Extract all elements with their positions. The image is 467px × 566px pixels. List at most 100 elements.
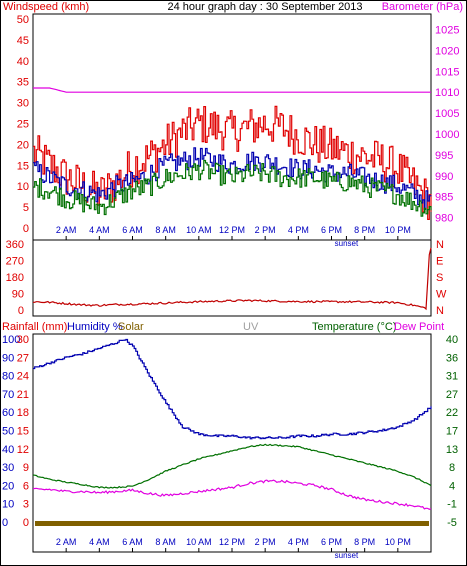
- temperature-y-tick-label: 36: [446, 352, 458, 364]
- humidity-y-tick-label: 50: [2, 426, 14, 438]
- wind-y-tick-label: 0: [23, 223, 29, 235]
- temp-x-label: 12 PM: [219, 537, 245, 547]
- wind-sunset-label: sunset: [335, 239, 359, 248]
- rainfall-y-tick-label: 12: [17, 444, 29, 456]
- panel-temp-frame: [32, 333, 432, 553]
- chart-title: 24 hour graph day : 30 September 2013: [167, 1, 362, 13]
- wind-x-label: 8 AM: [155, 225, 176, 235]
- rainfall-y-tick-label: 21: [17, 389, 29, 401]
- baro-y-tick-label: 1005: [435, 108, 459, 120]
- wind-x-label: 8 PM: [354, 225, 375, 235]
- wind-y-tick-label: 45: [17, 35, 29, 47]
- temp-x-label: 6 PM: [321, 537, 342, 547]
- humidity-y-tick-label: 30: [2, 462, 14, 474]
- baro-y-tick-label: 1020: [435, 45, 459, 57]
- rainfall-y-tick-label: 0: [23, 517, 29, 529]
- solar-legend: Solar: [118, 321, 144, 333]
- direction-y-tick-label: 180: [6, 272, 24, 284]
- series-rainfall-bar: [35, 521, 429, 526]
- direction-compass-label: E: [436, 256, 443, 268]
- series-gust-line: [33, 105, 432, 220]
- temp-x-label: 4 PM: [288, 537, 309, 547]
- temp-x-label: 8 AM: [155, 537, 176, 547]
- barometer-axis-label: Barometer (hPa): [382, 1, 463, 13]
- baro-y-tick-label: 1015: [435, 66, 459, 78]
- series-direction_avg-line: [33, 159, 432, 217]
- humidity-y-tick-label: 70: [2, 389, 14, 401]
- baro-y-tick-label: 1025: [435, 24, 459, 36]
- baro-y-tick-label: 995: [435, 150, 453, 162]
- baro-y-tick-label: 980: [435, 213, 453, 225]
- wind-x-label: 6 AM: [122, 225, 143, 235]
- wind-x-label: 4 AM: [89, 225, 110, 235]
- wind-x-label: 10 AM: [186, 225, 212, 235]
- humidity-y-tick-label: 10: [2, 499, 14, 511]
- temperature-y-tick-label: 22: [446, 407, 458, 419]
- temperature-y-tick-label: 8: [449, 462, 455, 474]
- wind-x-label: 10 PM: [385, 225, 411, 235]
- rainfall-y-tick-label: 18: [17, 407, 29, 419]
- direction-compass-label: N: [436, 305, 444, 317]
- direction-compass-label: S: [436, 272, 443, 284]
- series-temperature-line: [32, 443, 432, 489]
- temp-x-label: 10 AM: [186, 537, 212, 547]
- wind-x-label: 2 AM: [56, 225, 77, 235]
- humidity-y-tick-label: 100: [2, 334, 20, 346]
- humidity-y-tick-label: 0: [2, 517, 8, 529]
- series-dew_point-line: [32, 479, 432, 510]
- temp-x-label: 6 AM: [122, 537, 143, 547]
- humidity-y-tick-label: 40: [2, 444, 14, 456]
- baro-y-tick-label: 985: [435, 192, 453, 204]
- series-humidity-line: [33, 338, 432, 440]
- temperature-y-tick-label: -1: [447, 499, 457, 511]
- temp-x-label: 2 PM: [255, 537, 276, 547]
- windspeed-axis-label: Windspeed (kmh): [3, 1, 89, 13]
- wind-x-label: 4 PM: [288, 225, 309, 235]
- direction-y-tick-label: 270: [6, 256, 24, 268]
- humidity-y-tick-label: 90: [2, 352, 14, 364]
- temp-x-label: 2 AM: [56, 537, 77, 547]
- wind-y-tick-label: 5: [23, 202, 29, 214]
- wind-x-label: 12 PM: [219, 225, 245, 235]
- wind-y-tick-label: 20: [17, 139, 29, 151]
- wind-x-label: 2 PM: [255, 225, 276, 235]
- baro-y-tick-label: 1010: [435, 87, 459, 99]
- temp-sunset-label: sunset: [335, 551, 359, 560]
- humidity-y-tick-label: 60: [2, 407, 14, 419]
- rainfall-legend: Rainfall (mm): [2, 321, 67, 333]
- temperature-y-tick-label: 13: [446, 444, 458, 456]
- direction-y-tick-label: 90: [12, 289, 24, 301]
- temp-x-label: 4 AM: [89, 537, 110, 547]
- temperature-legend: Temperature (°C): [312, 321, 396, 333]
- rainfall-y-tick-label: 3: [23, 499, 29, 511]
- temperature-y-tick-label: 40: [446, 334, 458, 346]
- temperature-y-tick-label: 27: [446, 389, 458, 401]
- rainfall-y-tick-label: 27: [17, 352, 29, 364]
- wind-x-label: 6 PM: [321, 225, 342, 235]
- rainfall-y-tick-label: 9: [23, 462, 29, 474]
- direction-compass-label: W: [436, 289, 447, 301]
- rainfall-y-tick-label: 6: [23, 480, 29, 492]
- direction-y-tick-label: 360: [6, 239, 24, 251]
- direction-y-tick-label: 0: [18, 305, 24, 317]
- temperature-y-tick-label: -5: [447, 517, 457, 529]
- wind-y-tick-label: 15: [17, 160, 29, 172]
- humidity-y-tick-label: 80: [2, 371, 14, 383]
- baro-y-tick-label: 1000: [435, 129, 459, 141]
- baro-y-tick-label: 990: [435, 171, 453, 183]
- rainfall-y-tick-label: 30: [17, 334, 29, 346]
- humidity-legend: Humidity %: [67, 321, 123, 333]
- wind-y-tick-label: 25: [17, 119, 29, 131]
- uv-legend: UV: [243, 321, 259, 333]
- temperature-y-tick-label: 4: [449, 480, 455, 492]
- temp-x-label: 8 PM: [354, 537, 375, 547]
- direction-compass-label: N: [436, 239, 444, 251]
- wind-y-tick-label: 30: [17, 98, 29, 110]
- wind-y-tick-label: 10: [17, 181, 29, 193]
- wind-y-tick-label: 40: [17, 56, 29, 68]
- series-wind-direction-line: [33, 247, 432, 311]
